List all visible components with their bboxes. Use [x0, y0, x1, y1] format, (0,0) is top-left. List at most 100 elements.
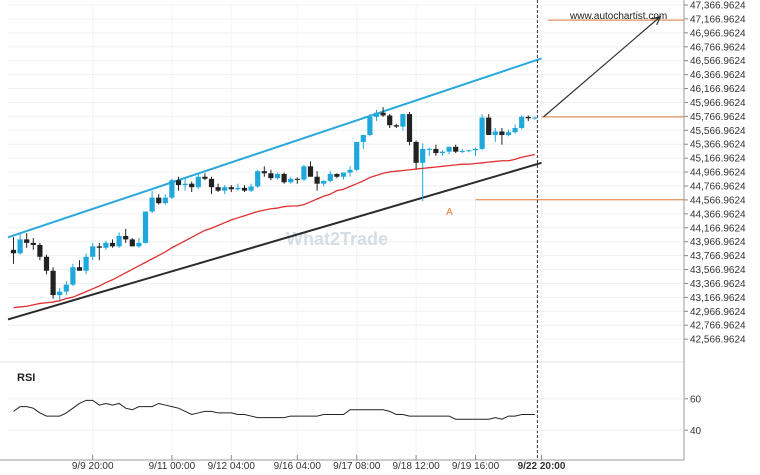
candle-body — [420, 148, 426, 163]
bullish-candle — [222, 185, 228, 195]
bullish-candle — [532, 116, 538, 120]
candle-body — [96, 246, 102, 248]
bearish-candle — [24, 233, 30, 248]
bearish-candle — [189, 181, 195, 193]
candle-body — [288, 178, 294, 183]
bearish-candle — [268, 169, 274, 181]
bullish-candle — [255, 169, 261, 188]
bearish-candle — [96, 242, 102, 261]
candle-body — [406, 114, 413, 142]
bullish-candle — [360, 134, 366, 149]
candle-body — [116, 235, 122, 247]
candle-body — [433, 148, 439, 154]
y-tick-label: 46,366.9624 — [690, 70, 746, 81]
y-tick-label: 42,766.9624 — [690, 321, 746, 332]
bullish-candle — [354, 141, 360, 172]
candle-body — [387, 115, 393, 126]
x-tick-label: 9/17 08:00 — [333, 461, 381, 472]
candle-body — [439, 151, 446, 154]
rsi-label: RSI — [17, 372, 35, 384]
candle-body — [136, 242, 142, 247]
bearish-candle — [175, 176, 182, 191]
candle-body — [189, 183, 195, 188]
bearish-candle — [50, 267, 56, 299]
y-tick-label: 43,566.9624 — [690, 265, 746, 276]
bearish-candle — [433, 144, 439, 156]
x-tick-label: 9/19 16:00 — [452, 461, 500, 472]
resistance-line — [7, 57, 542, 239]
bullish-candle — [426, 147, 432, 156]
candle-body — [10, 249, 17, 254]
candle-body — [519, 116, 525, 129]
bullish-candle — [274, 172, 281, 180]
bullish-candle — [17, 233, 23, 255]
candle-body — [268, 173, 274, 179]
candle-body — [50, 270, 56, 296]
y-tick-label: 47,166.9624 — [690, 14, 746, 25]
y-tick-label: 44,766.9624 — [690, 182, 746, 193]
candle-body — [83, 256, 89, 271]
y-tick-label: 47,366.9624 — [690, 1, 746, 12]
bullish-candle — [195, 173, 201, 190]
y-tick-label: 43,166.9624 — [690, 293, 746, 304]
bullish-candle — [347, 166, 353, 177]
bearish-candle — [30, 238, 36, 250]
source-label: www.autochartist.com — [569, 11, 667, 22]
bearish-candle — [109, 239, 116, 248]
candle-body — [426, 148, 432, 150]
moving-average-line — [13, 153, 536, 309]
watermark-text: What2Trade — [286, 229, 388, 249]
bearish-candle — [499, 128, 505, 145]
candle-body — [301, 166, 307, 180]
candle-body — [307, 166, 314, 177]
y-tick-label: 46,166.9624 — [690, 84, 746, 95]
bearish-candle — [380, 107, 386, 117]
candle-body — [380, 112, 386, 116]
pattern-point-label: A — [446, 207, 453, 218]
candle-body — [486, 117, 492, 135]
x-tick-label: 9/11 00:00 — [149, 461, 196, 472]
candle-body — [195, 176, 201, 188]
bearish-candle — [208, 176, 215, 195]
bullish-candle — [162, 194, 168, 205]
bullish-candle — [182, 178, 188, 191]
bearish-candle — [156, 194, 162, 205]
candle-body — [76, 267, 83, 271]
bearish-candle — [10, 237, 17, 264]
candle-body — [37, 244, 43, 257]
forecast-arrow-line — [543, 16, 661, 118]
candle-body — [235, 187, 241, 190]
candle-body — [340, 172, 347, 177]
x-tick-label: 9/9 20:00 — [72, 461, 114, 472]
y-tick-label: 44,566.9624 — [690, 195, 746, 206]
bearish-candle — [406, 111, 413, 146]
candle-body — [156, 197, 162, 204]
y-tick-label: 43,366.9624 — [690, 279, 746, 290]
candle-body — [492, 131, 498, 135]
bullish-candle — [367, 114, 373, 137]
bullish-candle — [136, 238, 142, 248]
x-tick-label: 9/22 20:00 — [518, 461, 566, 472]
bullish-candle — [340, 172, 347, 180]
candle-body — [149, 197, 155, 212]
bullish-candle — [248, 183, 254, 193]
y-tick-label: 44,166.9624 — [690, 223, 746, 234]
bullish-candle — [519, 115, 525, 130]
x-axis: 9/9 20:00 9/11 00:00 9/12 04:00 9/16 04:00 9… — [0, 455, 684, 472]
y-tick-label: 45,766.9624 — [690, 112, 746, 123]
bearish-candle — [334, 173, 340, 179]
bullish-candle — [142, 211, 149, 244]
bullish-candle — [512, 124, 518, 134]
candle-body — [479, 117, 485, 149]
rsi-tick-label: 40 — [690, 426, 702, 437]
bullish-candle — [63, 281, 69, 296]
candle-body — [525, 116, 531, 119]
candles — [10, 107, 538, 303]
candle-body — [57, 291, 63, 296]
bullish-candle — [116, 232, 122, 248]
bullish-candle — [505, 129, 512, 137]
candle-body — [472, 148, 479, 151]
bearish-candle — [202, 173, 208, 181]
bullish-candle — [169, 178, 175, 200]
